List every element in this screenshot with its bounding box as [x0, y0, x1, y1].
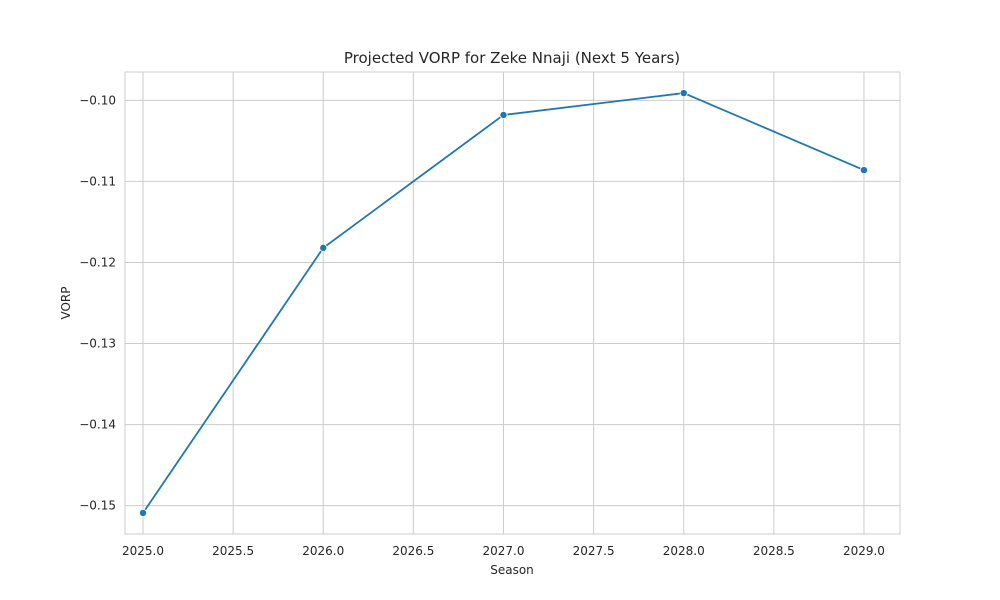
x-tick-label: 2027.0: [482, 544, 524, 558]
x-tick-label: 2026.5: [392, 544, 434, 558]
x-tick-label: 2028.0: [663, 544, 705, 558]
x-tick-label: 2026.0: [302, 544, 344, 558]
x-tick-label: 2025.0: [122, 544, 164, 558]
y-axis-label: VORP: [59, 286, 73, 319]
data-point: [319, 243, 328, 252]
y-tick-label: −0.12: [79, 255, 116, 269]
y-tick-label: −0.13: [79, 337, 116, 351]
gridlines: [125, 72, 900, 534]
data-point: [139, 508, 148, 517]
series-layer: [139, 89, 868, 517]
data-point: [859, 166, 868, 175]
x-tick-label: 2027.5: [573, 544, 615, 558]
x-tick-label: 2028.5: [753, 544, 795, 558]
x-tick-label: 2025.5: [212, 544, 254, 558]
plot-frame: [124, 71, 901, 535]
y-tick-label: −0.10: [79, 93, 116, 107]
data-point: [679, 89, 688, 98]
data-point: [499, 110, 508, 119]
y-tick-label: −0.15: [79, 499, 116, 513]
x-tick-labels: 2025.0 2025.5 2026.0 2026.5 2027.0 2027.5 2028…: [122, 544, 885, 558]
y-tick-label: −0.11: [79, 174, 116, 188]
x-axis-label: Season: [490, 563, 534, 577]
y-tick-labels: −0.15 −0.14 −0.13 −0.12 −0.11 −0.10: [79, 93, 116, 512]
x-tick-label: 2029.0: [843, 544, 885, 558]
chart-title: Projected VORP for Zeke Nnaji (Next 5 Ye…: [344, 49, 680, 67]
y-tick-label: −0.14: [79, 418, 116, 432]
